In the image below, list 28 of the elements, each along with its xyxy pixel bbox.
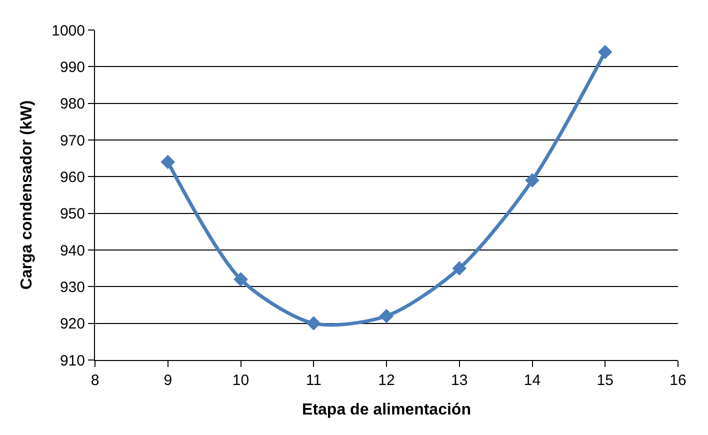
point: [598, 44, 612, 60]
x-tick-label: 11: [306, 372, 322, 389]
x-axis-title: Etapa de alimentación: [302, 402, 471, 419]
point: [379, 308, 394, 324]
y-tick-label: 960: [60, 168, 85, 186]
y-tick-label: 990: [60, 58, 85, 76]
x-tick-label: 10: [232, 372, 250, 389]
x-tick-label: 8: [90, 372, 100, 389]
y-tick-label: 940: [60, 242, 85, 260]
y-tick-label: 950: [60, 206, 85, 223]
y-tick-label: 970: [60, 132, 85, 150]
point: [452, 261, 467, 276]
x-tick-label: 14: [524, 372, 541, 389]
y-axis-title: Carga condensador (kW): [18, 100, 36, 290]
point: [525, 173, 540, 188]
y-tick-label: 910: [60, 352, 85, 370]
point: [234, 272, 248, 286]
x-tick-label: 16: [670, 372, 686, 389]
x-tick-label: 9: [164, 372, 172, 389]
point: [306, 316, 321, 330]
y-tick-label: 930: [60, 278, 85, 296]
point: [160, 154, 176, 170]
y-tick-label: 980: [60, 96, 85, 113]
y-tick-label: 920: [60, 316, 85, 333]
x-tick-label: 15: [596, 372, 614, 389]
x-tick-label: 12: [378, 372, 395, 389]
x-tick-label: 13: [451, 372, 468, 389]
y-tick-label: 1000: [52, 22, 85, 40]
